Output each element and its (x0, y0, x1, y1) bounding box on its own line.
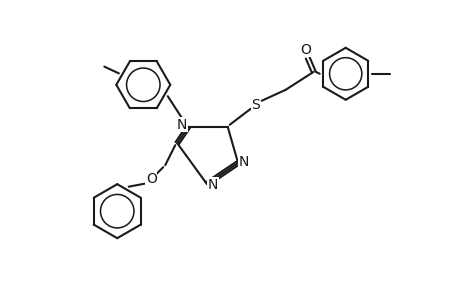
Text: O: O (146, 172, 157, 186)
Text: O: O (300, 43, 310, 57)
Text: S: S (251, 98, 259, 112)
Text: N: N (207, 178, 218, 192)
Text: N: N (177, 118, 187, 132)
Text: N: N (238, 155, 249, 169)
